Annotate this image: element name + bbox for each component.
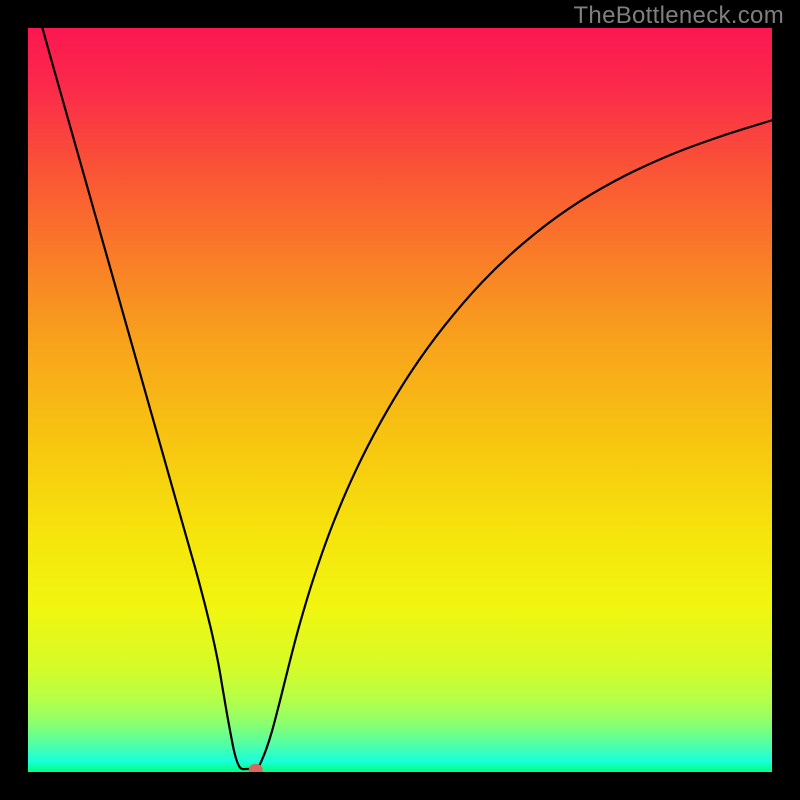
plot-area [28,28,772,772]
bottleneck-curve [28,28,772,769]
watermark-text: TheBottleneck.com [573,2,784,30]
chart-svg [28,28,772,772]
